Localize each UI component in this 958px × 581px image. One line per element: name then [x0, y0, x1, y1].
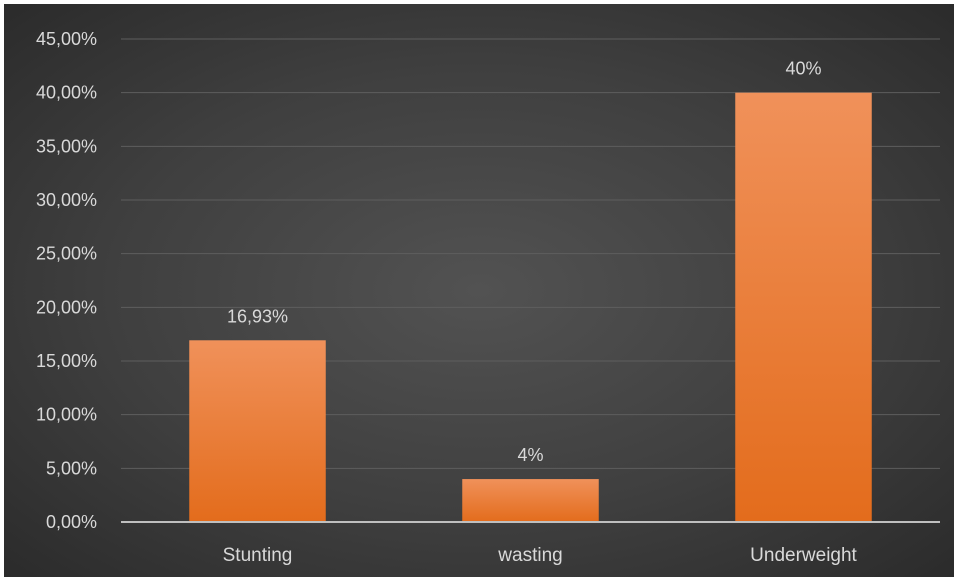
y-tick-label: 5,00%	[46, 458, 97, 478]
y-tick-label: 15,00%	[36, 351, 97, 371]
data-labels: 16,93% 4% 40%	[227, 59, 822, 465]
category-label-stunting: Stunting	[223, 545, 293, 566]
y-axis-tick-labels: 0,00% 5,00% 10,00% 15,00% 20,00% 25,00% 30,00%…	[36, 29, 97, 532]
data-label-stunting: 16,93%	[227, 306, 288, 326]
y-tick-label: 0,00%	[46, 512, 97, 532]
y-tick-label: 30,00%	[36, 190, 97, 210]
chart-area: 0,00% 5,00% 10,00% 15,00% 20,00% 25,00% 30,00%…	[4, 4, 954, 577]
bar-chart: 0,00% 5,00% 10,00% 15,00% 20,00% 25,00% 30,00%…	[36, 29, 940, 566]
bar-stunting	[189, 340, 326, 522]
y-tick-label: 45,00%	[36, 29, 97, 49]
x-axis-category-labels: Stunting wasting Underweight	[223, 545, 858, 566]
category-label-underweight: Underweight	[750, 545, 857, 566]
bar-wasting	[462, 479, 599, 522]
data-label-underweight: 40%	[785, 59, 821, 79]
y-tick-label: 35,00%	[36, 136, 97, 156]
data-label-wasting: 4%	[517, 445, 543, 465]
y-tick-label: 10,00%	[36, 405, 97, 425]
y-tick-label: 25,00%	[36, 244, 97, 264]
category-label-wasting: wasting	[497, 545, 562, 566]
y-tick-label: 40,00%	[36, 83, 97, 103]
bar-underweight	[735, 92, 872, 523]
bars	[189, 92, 872, 523]
y-tick-label: 20,00%	[36, 297, 97, 317]
